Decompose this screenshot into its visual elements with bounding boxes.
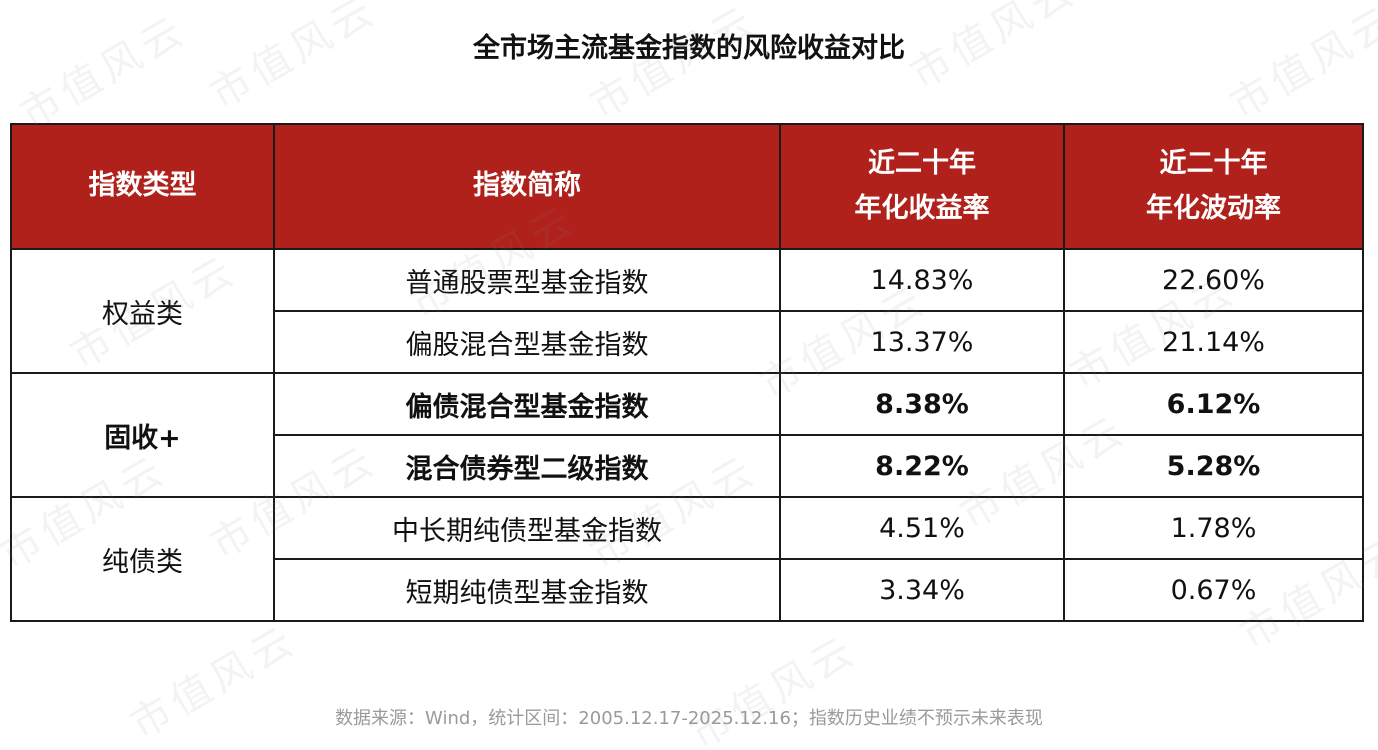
header-annual-return-line1: 近二十年: [868, 147, 976, 179]
annual-return-cell: 13.37%: [779, 310, 1065, 374]
table-header-row: 指数类型 指数简称 近二十年 年化收益率 近二十年 年化波动率: [10, 123, 1364, 250]
category-cell: 纯债类: [10, 496, 275, 622]
table-row: 权益类 普通股票型基金指数 14.83% 22.60%: [10, 248, 1364, 374]
header-annual-return-line2: 年化收益率: [854, 192, 990, 224]
watermark: 市值风云: [12, 6, 196, 139]
annual-volatility-cell: 21.14%: [1063, 310, 1364, 374]
header-annual-volatility-line1: 近二十年: [1159, 147, 1268, 179]
header-annual-volatility-line2: 年化波动率: [1146, 192, 1281, 224]
header-annual-volatility: 近二十年 年化波动率: [1063, 123, 1364, 250]
watermark: 市值风云: [682, 626, 866, 750]
index-name-cell: 混合债券型二级指数: [273, 434, 781, 498]
header-annual-return: 近二十年 年化收益率: [779, 123, 1065, 250]
watermark: 市值风云: [1222, 0, 1378, 129]
annual-return-cell: 8.38%: [779, 372, 1065, 436]
risk-return-table: 指数类型 指数简称 近二十年 年化收益率 近二十年 年化波动率 权益类 普通股票…: [10, 123, 1364, 622]
index-name-cell: 中长期纯债型基金指数: [273, 496, 781, 560]
table-row: 纯债类 中长期纯债型基金指数 4.51% 1.78%: [10, 496, 1364, 622]
annual-return-cell: 8.22%: [779, 434, 1065, 498]
category-cell: 固收+: [10, 372, 275, 498]
data-source-footnote: 数据来源：Wind，统计区间：2005.12.17-2025.12.16；指数历…: [335, 708, 1043, 729]
page-title: 全市场主流基金指数的风险收益对比: [473, 33, 905, 64]
annual-return-cell: 14.83%: [779, 248, 1065, 312]
index-name-cell: 偏债混合型基金指数: [273, 372, 781, 436]
annual-volatility-cell: 6.12%: [1063, 372, 1364, 436]
index-name-cell: 普通股票型基金指数: [273, 248, 781, 312]
table-row: 固收+ 偏债混合型基金指数 8.38% 6.12%: [10, 372, 1364, 498]
annual-volatility-cell: 5.28%: [1063, 434, 1364, 498]
annual-return-cell: 3.34%: [779, 558, 1065, 622]
annual-volatility-cell: 22.60%: [1063, 248, 1364, 312]
index-name-cell: 短期纯债型基金指数: [273, 558, 781, 622]
annual-return-cell: 4.51%: [779, 496, 1065, 560]
category-cell: 权益类: [10, 248, 275, 374]
table-row: 偏股混合型基金指数 13.37% 21.14%: [11, 310, 1364, 374]
table-row: 混合债券型二级指数 8.22% 5.28%: [11, 434, 1364, 498]
index-name-cell: 偏股混合型基金指数: [273, 310, 781, 374]
header-index-name: 指数简称: [273, 123, 781, 250]
header-index-type: 指数类型: [10, 123, 275, 250]
watermark: 市值风云: [582, 0, 766, 129]
annual-volatility-cell: 0.67%: [1063, 558, 1364, 622]
table-row: 短期纯债型基金指数 3.34% 0.67%: [11, 558, 1364, 622]
annual-volatility-cell: 1.78%: [1063, 496, 1364, 560]
